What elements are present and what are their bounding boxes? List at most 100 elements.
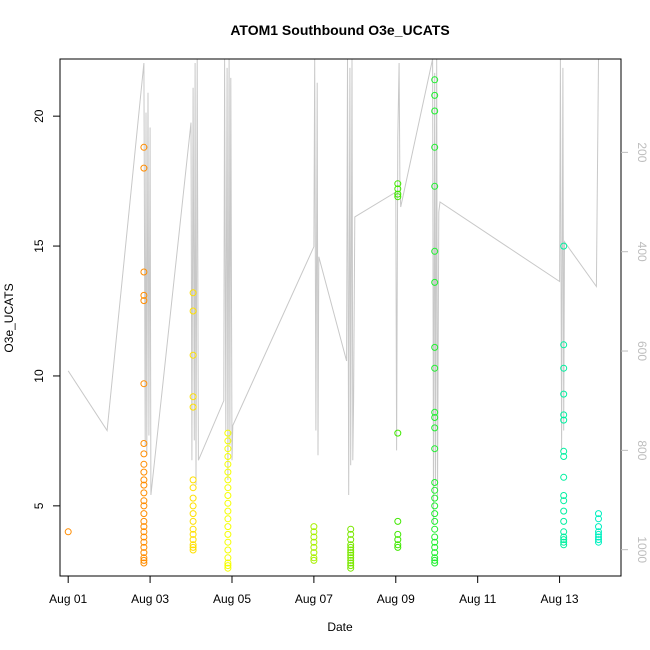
data-point — [560, 453, 568, 460]
data-point — [189, 517, 197, 525]
data-point — [560, 492, 568, 499]
data-point — [140, 164, 148, 172]
data-point — [224, 559, 232, 567]
data-point — [560, 447, 568, 455]
data-point — [224, 476, 232, 484]
data-point — [224, 554, 232, 562]
data-point — [347, 556, 355, 564]
data-point — [310, 543, 318, 551]
data-point — [595, 528, 602, 536]
data-point — [189, 494, 197, 502]
data-point — [560, 497, 568, 505]
data-point — [431, 76, 439, 84]
data-point — [394, 517, 402, 525]
data-point — [64, 528, 72, 536]
data-point — [224, 564, 232, 572]
data-point — [224, 546, 232, 554]
data-point — [189, 525, 197, 533]
chart-title: ATOM1 Southbound O3e_UCATS — [230, 22, 449, 38]
data-point — [394, 185, 402, 193]
x-tick-label: Aug 11 — [459, 592, 496, 606]
data-point — [310, 556, 318, 564]
data-point — [140, 268, 148, 276]
y-axis-label: O3e_UCATS — [2, 283, 16, 352]
data-point — [224, 468, 232, 476]
data-point — [347, 549, 355, 557]
data-point — [224, 530, 232, 538]
data-point — [310, 538, 318, 546]
data-point — [595, 515, 602, 523]
data-point — [347, 559, 355, 567]
data-point — [595, 538, 602, 546]
data-point — [560, 242, 568, 250]
data-point — [431, 525, 439, 533]
data-point — [140, 543, 148, 551]
data-point — [431, 554, 439, 562]
y2-tick-label: 800 — [635, 440, 649, 460]
data-point — [310, 528, 318, 536]
data-point — [595, 536, 602, 544]
data-point — [431, 247, 439, 255]
data-point — [189, 543, 197, 551]
x-axis: Aug 01 Aug 03 Aug 05 Aug 07 Aug 09 Aug 11 Aug … — [49, 576, 579, 606]
data-point — [431, 543, 439, 551]
x-axis-label: Date — [327, 620, 353, 634]
data-point — [140, 497, 148, 505]
data-point — [189, 541, 197, 549]
data-point — [310, 554, 318, 562]
data-point — [347, 525, 355, 533]
y-tick-label: 20 — [32, 109, 46, 123]
data-point — [140, 510, 148, 518]
data-point — [431, 424, 439, 432]
data-point — [347, 551, 355, 559]
data-point — [595, 530, 602, 538]
data-point — [347, 562, 355, 570]
x-tick-label: Aug 13 — [541, 592, 579, 606]
data-point — [224, 562, 232, 570]
data-point — [394, 180, 402, 188]
y2-axis: 200 400 600 800 1000 — [621, 142, 649, 563]
data-point — [394, 541, 402, 549]
x-tick-label: Aug 01 — [49, 592, 87, 606]
data-point — [140, 476, 148, 484]
data-point — [431, 538, 439, 546]
data-point — [140, 523, 148, 531]
data-point — [189, 530, 197, 538]
data-point — [347, 541, 355, 549]
data-point — [347, 530, 355, 538]
data-point — [140, 440, 148, 447]
data-point — [560, 528, 568, 536]
data-point — [224, 499, 232, 507]
data-point — [431, 510, 439, 518]
data-point — [431, 556, 439, 564]
data-point — [224, 523, 232, 531]
data-point — [224, 437, 232, 445]
data-point — [140, 517, 148, 525]
data-point — [189, 307, 197, 315]
data-point — [595, 523, 602, 531]
data-point — [189, 403, 197, 411]
data-point — [560, 541, 568, 549]
data-point — [394, 530, 402, 538]
data-point — [224, 507, 232, 515]
data-point — [431, 502, 439, 510]
data-point — [431, 343, 439, 351]
data-point — [140, 528, 148, 536]
y2-tick-label: 200 — [635, 142, 649, 162]
x-tick-label: Aug 09 — [377, 592, 415, 606]
x-tick-label: Aug 07 — [295, 592, 333, 606]
data-point — [560, 416, 568, 424]
data-point — [189, 502, 197, 510]
data-point — [140, 556, 148, 564]
x-tick-label: Aug 03 — [131, 592, 169, 606]
data-point — [224, 515, 232, 523]
data-point — [140, 554, 148, 562]
data-point — [347, 564, 355, 572]
data-point — [394, 429, 402, 437]
data-point — [394, 193, 402, 201]
data-point — [560, 411, 568, 419]
data-point — [394, 190, 402, 198]
data-point — [189, 484, 197, 492]
data-point — [189, 536, 197, 544]
data-point — [140, 502, 148, 510]
